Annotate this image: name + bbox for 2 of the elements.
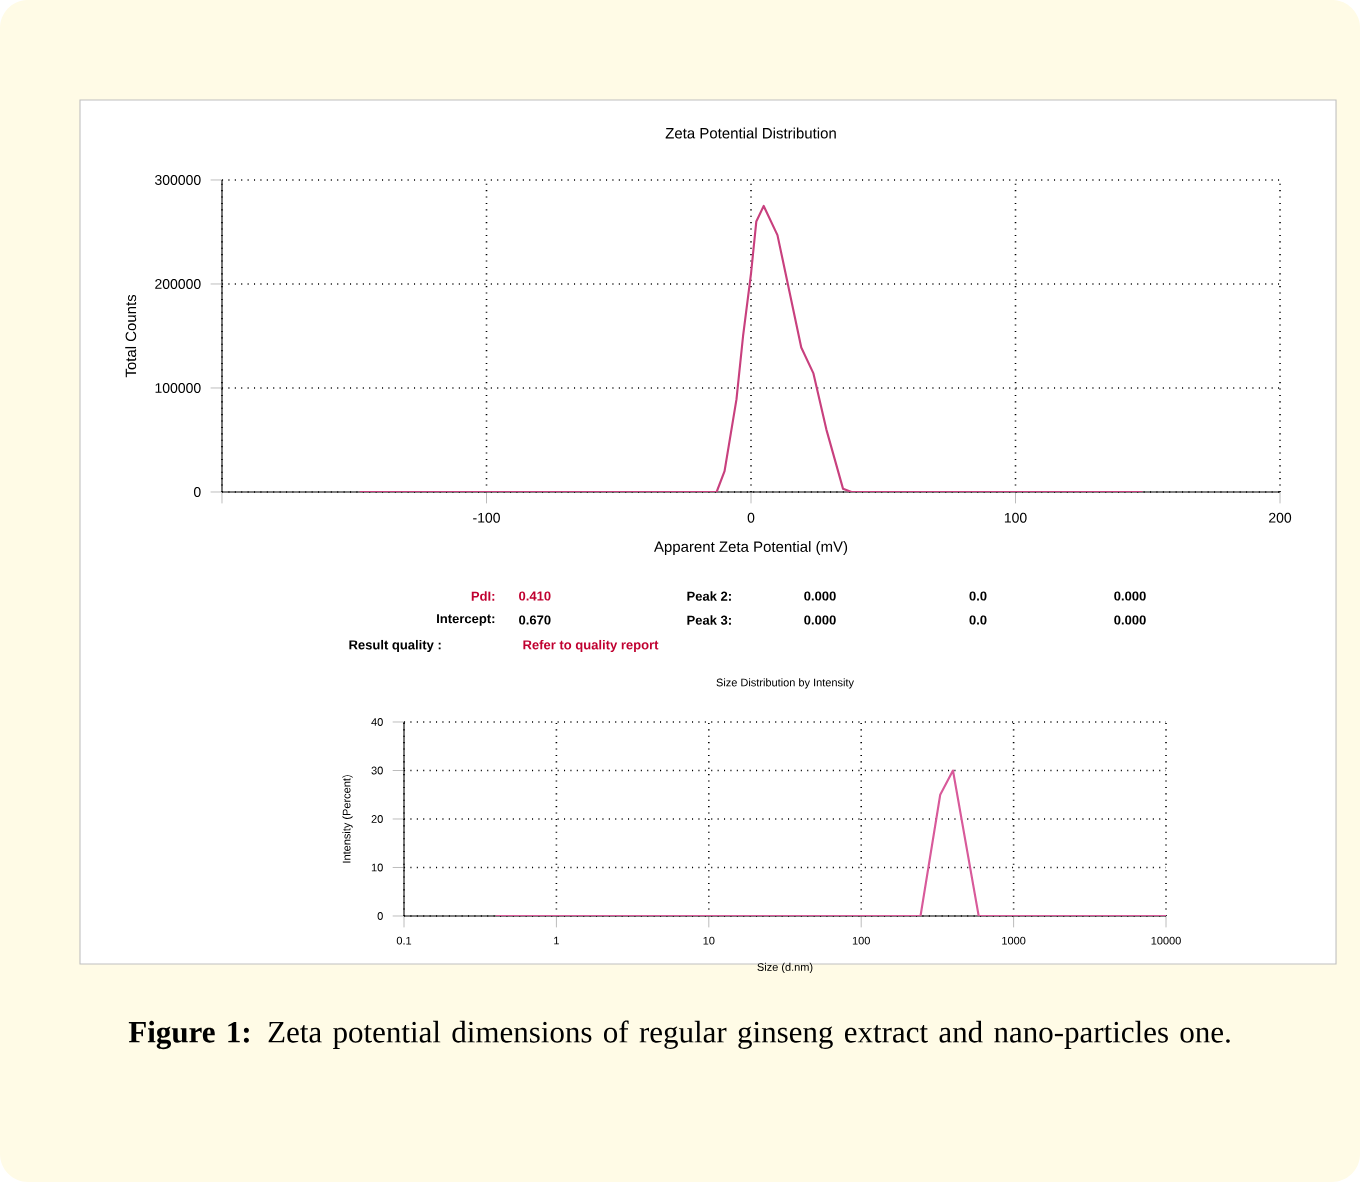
text: Figure 1: Zeta potential dimensions of regular ginseng extract and nano-particles one.	[128, 1020, 1230, 1050]
line-series	[358, 204, 1144, 492]
